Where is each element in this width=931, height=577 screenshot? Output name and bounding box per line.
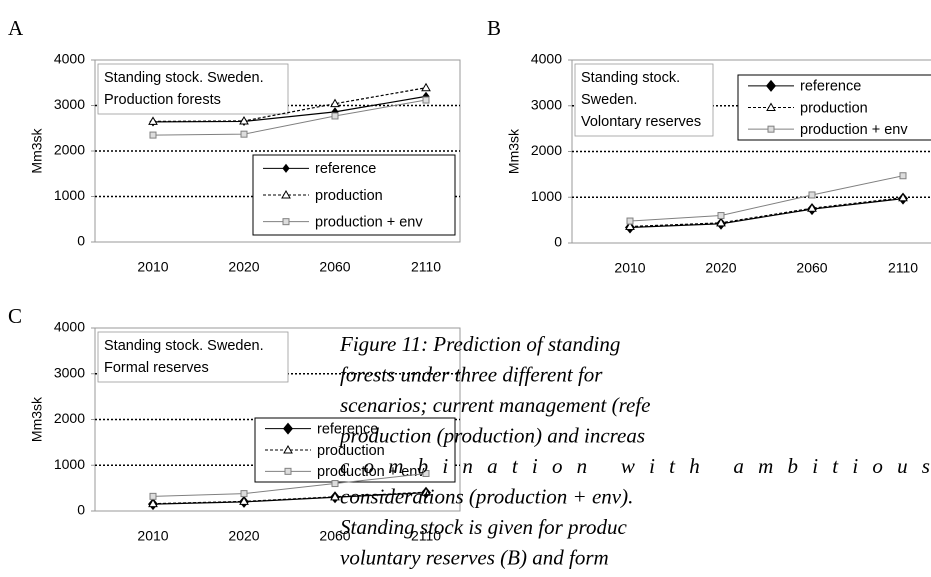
y-tick-label: 4000 [54, 51, 85, 67]
legend-marker [766, 79, 776, 92]
legend-marker [284, 467, 292, 475]
plot-title: Production forests [104, 92, 221, 108]
y-tick-label: 1000 [54, 456, 85, 472]
marker [239, 496, 249, 505]
plot-title: Standing stock. Sweden. [104, 338, 264, 354]
legend-label: reference [317, 421, 378, 437]
x-tick-label: 2060 [796, 260, 827, 276]
caption-line: forests under three different for [340, 362, 603, 386]
marker [240, 490, 248, 498]
marker [149, 131, 157, 139]
y-tick-label: 0 [77, 233, 85, 249]
y-tick-label: 3000 [54, 364, 85, 380]
marker [716, 217, 726, 227]
y-tick-label: 2000 [54, 142, 85, 158]
marker [808, 191, 816, 199]
plot-title: Volontary reserves [581, 114, 701, 130]
caption-line: scenarios; current management (refe [340, 393, 650, 417]
marker [899, 172, 907, 180]
marker [330, 491, 340, 501]
series-line [629, 198, 904, 229]
legend-label: production [800, 100, 868, 116]
y-tick-label: 0 [77, 502, 85, 518]
legend-label: reference [800, 79, 861, 95]
plot-title: Standing stock. Sweden. [104, 70, 264, 86]
caption-line: considerations (production + env). [340, 484, 633, 508]
series-line [152, 472, 427, 497]
series-line [629, 175, 904, 222]
y-axis-label: Mm3sk [506, 128, 522, 174]
title-box [97, 331, 289, 383]
marker [898, 192, 908, 202]
x-tick-label: 2020 [705, 260, 736, 276]
panel-label: C [8, 304, 22, 328]
caption-line: Standing stock is given for produc [340, 515, 627, 539]
series-line [152, 491, 427, 505]
marker [422, 96, 430, 104]
legend-marker [283, 422, 293, 435]
legend-marker [283, 444, 293, 454]
marker [330, 98, 340, 108]
legend-label: production [317, 443, 385, 459]
y-axis-label: Mm3sk [29, 127, 45, 173]
marker [807, 203, 817, 212]
y-tick-label: 4000 [54, 319, 85, 335]
legend-label: reference [315, 161, 376, 177]
caption-line: voluntary reserves (B) and form [340, 545, 609, 569]
marker [239, 115, 249, 125]
x-tick-label: 2060 [319, 528, 350, 544]
marker [421, 487, 431, 496]
y-tick-label: 1000 [54, 187, 85, 203]
marker [240, 130, 248, 138]
plot-title: Standing stock. [581, 70, 680, 86]
legend-marker [281, 189, 291, 199]
y-tick-label: 4000 [531, 51, 562, 67]
y-tick-label: 2000 [531, 142, 562, 158]
y-tick-label: 1000 [531, 188, 562, 204]
marker [717, 212, 725, 220]
x-tick-label: 2010 [137, 259, 168, 275]
legend-marker [282, 163, 290, 173]
marker [331, 480, 339, 488]
x-tick-label: 2110 [411, 528, 441, 544]
series-line [152, 87, 427, 123]
x-tick-label: 2020 [228, 259, 259, 275]
x-tick-label: 2110 [888, 260, 918, 276]
x-tick-label: 2110 [411, 259, 441, 275]
title-box [97, 63, 289, 115]
y-axis-label: Mm3sk [29, 396, 45, 442]
x-tick-label: 2010 [614, 260, 645, 276]
caption-line: Figure 11: Prediction of standing [339, 332, 620, 356]
marker [421, 82, 431, 92]
legend-marker [766, 102, 776, 111]
marker [626, 217, 634, 225]
panel-label: B [487, 16, 501, 40]
marker [331, 112, 339, 120]
marker [148, 498, 158, 508]
plot-title: Formal reserves [104, 360, 209, 376]
title-box [574, 63, 714, 137]
marker [625, 221, 635, 231]
panel-label: A [8, 16, 24, 40]
legend-label: production + env [800, 122, 908, 138]
caption-line: production (production) and increas [338, 423, 645, 447]
y-tick-label: 3000 [531, 96, 562, 112]
series-line [152, 99, 427, 136]
legend-marker [767, 125, 775, 133]
marker [422, 469, 430, 477]
x-tick-label: 2060 [319, 259, 350, 275]
series-line [629, 197, 904, 228]
plot-title: Sweden. [581, 92, 637, 108]
marker [148, 116, 158, 125]
y-tick-label: 0 [554, 234, 562, 250]
legend-label: production + env [315, 214, 423, 230]
x-tick-label: 2010 [137, 528, 168, 544]
legend-marker [282, 218, 290, 226]
x-tick-label: 2020 [228, 528, 259, 544]
y-tick-label: 3000 [54, 96, 85, 112]
legend-label: production [315, 188, 383, 204]
marker [149, 492, 157, 500]
y-tick-label: 2000 [54, 410, 85, 426]
